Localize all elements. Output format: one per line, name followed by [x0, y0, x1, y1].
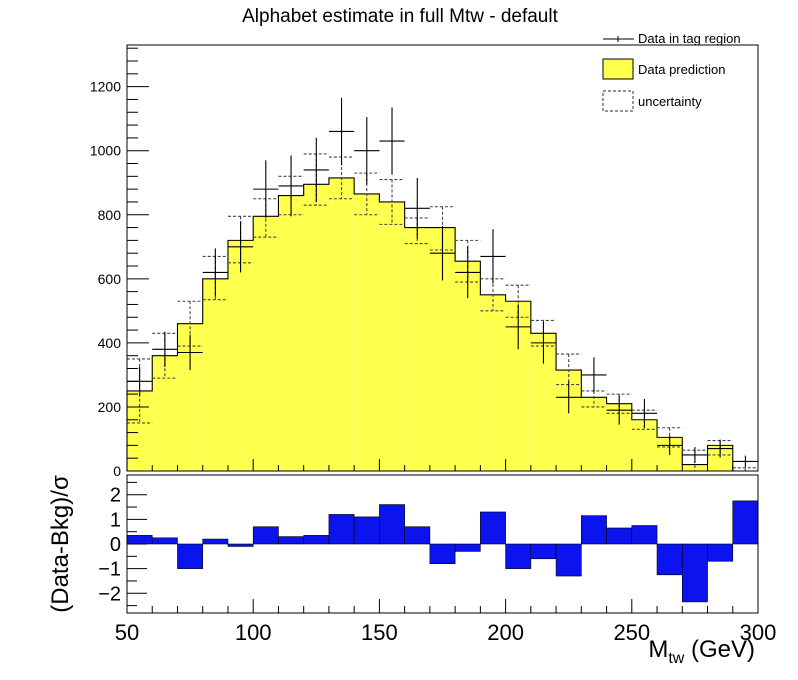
- pull-y-tick-label: 1: [110, 509, 121, 531]
- x-tick-label: 200: [487, 620, 524, 645]
- pull-bar: [555, 543, 582, 577]
- pull-bar: [379, 504, 405, 545]
- prediction-bin: [253, 216, 279, 471]
- pull-bar: [581, 515, 607, 545]
- y-tick-label: 800: [98, 207, 122, 223]
- prediction-bin: [581, 397, 607, 471]
- prediction-bin: [127, 390, 153, 471]
- pull-bar: [278, 536, 304, 545]
- legend: Data in tag region Data prediction uncer…: [602, 31, 741, 112]
- x-tick-label: 50: [115, 620, 139, 645]
- prediction-bin: [379, 201, 405, 471]
- x-axis-label-unit: (GeV): [684, 636, 755, 663]
- pull-y-axis-label: (Data-Bkg)/σ: [47, 475, 74, 613]
- y-tick-label: 1000: [90, 143, 121, 159]
- prediction-fill-group: [126, 177, 758, 472]
- prediction-bin: [328, 177, 355, 471]
- y-tick-label: 0: [113, 463, 121, 479]
- pull-bar: [631, 525, 658, 545]
- legend-prediction-label: Data prediction: [638, 62, 725, 77]
- pull-bar: [656, 543, 683, 576]
- pull-y-tick-label: 2: [110, 485, 121, 507]
- pull-bar: [126, 535, 153, 545]
- pull-y-tick-label: 0: [110, 534, 121, 556]
- pull-bar: [151, 537, 178, 545]
- prediction-bin: [480, 294, 506, 471]
- pull-bar: [303, 535, 330, 545]
- pull-bar: [681, 543, 708, 603]
- legend-prediction-swatch: [602, 58, 634, 80]
- pull-y-tick-label: −1: [98, 559, 121, 581]
- pull-bar: [353, 516, 380, 545]
- pull-bar: [454, 543, 481, 552]
- prediction-bin: [227, 240, 254, 471]
- pull-bar: [606, 527, 633, 545]
- pull-bars-group: [126, 500, 759, 603]
- x-axis-label-sub: tw: [668, 650, 684, 667]
- x-axis-label: Mtw (GeV): [648, 636, 755, 667]
- pull-bar: [732, 500, 759, 545]
- y-tick-label: 600: [98, 271, 122, 287]
- legend-data-label: Data in tag region: [638, 31, 741, 46]
- chart-title: Alphabet estimate in full Mtw - default: [242, 6, 558, 27]
- prediction-bin: [152, 355, 178, 471]
- prediction-bin: [631, 419, 658, 471]
- top-plot-frame: [126, 44, 759, 472]
- pull-bar: [404, 526, 431, 545]
- x-axis-label-main: M: [648, 636, 668, 663]
- y-tick-label: 400: [98, 335, 122, 351]
- x-tick-label: 150: [361, 620, 398, 645]
- pull-bar: [252, 526, 279, 545]
- prediction-bin: [303, 184, 329, 472]
- x-tick-label: 250: [613, 620, 650, 645]
- pull-bar: [530, 543, 557, 560]
- pull-bar: [328, 514, 355, 545]
- prediction-bin: [354, 193, 380, 471]
- pull-bar: [202, 538, 229, 545]
- pull-bar: [177, 543, 204, 569]
- pull-bar: [227, 543, 254, 547]
- pull-bar: [707, 543, 734, 562]
- top-panel: 0 200 400 600 800 1000 1200 Data in tag region…: [90, 31, 759, 479]
- x-tick-label: 300: [740, 620, 777, 645]
- pull-bar: [505, 543, 532, 569]
- y-tick-label: 1200: [90, 79, 121, 95]
- y-tick-label: 200: [98, 399, 122, 415]
- prediction-bin: [278, 195, 304, 471]
- top-y-axis: 0 200 400 600 800 1000 1200: [90, 47, 759, 479]
- data-points-group: [127, 97, 758, 468]
- pull-bar: [429, 543, 456, 565]
- legend-uncertainty-label: uncertainty: [638, 94, 702, 109]
- pull-y-tick-label: −2: [98, 583, 121, 605]
- pull-bar: [480, 511, 506, 545]
- prediction-bin: [202, 278, 228, 471]
- x-tick-label: 100: [235, 620, 272, 645]
- legend-uncertainty-swatch: [602, 90, 634, 112]
- prediction-bin: [404, 227, 430, 471]
